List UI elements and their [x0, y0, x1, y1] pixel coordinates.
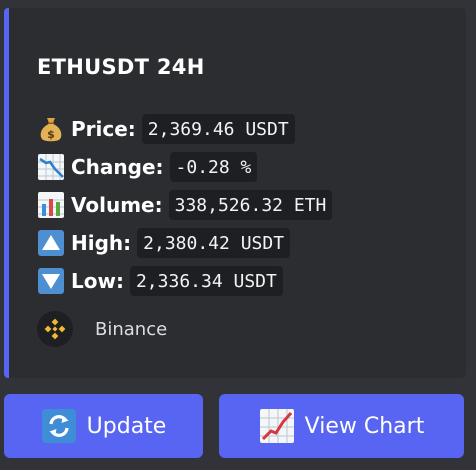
source-name: Binance: [95, 318, 168, 340]
embed-accent-bar: [4, 8, 9, 378]
volume-label: Volume:: [71, 193, 163, 217]
low-value: 2,336.34 USDT: [129, 266, 283, 296]
source-footer: Binance: [37, 311, 167, 347]
view-chart-button-label: View Chart: [304, 413, 425, 439]
embed-title: ETHUSDT 24H: [37, 55, 205, 79]
high-label: High:: [71, 231, 132, 255]
price-value: 2,369.46 USDT: [141, 114, 295, 144]
binance-logo-icon: [37, 311, 73, 347]
volume-row: Volume: 338,526.32 ETH: [35, 186, 333, 224]
refresh-icon: [41, 408, 77, 444]
high-value: 2,380.42 USDT: [137, 228, 291, 258]
low-label: Low:: [71, 269, 124, 293]
up-arrow-icon: [35, 227, 67, 259]
view-chart-button[interactable]: View Chart: [219, 394, 464, 458]
change-row: Change: -0.28 %: [35, 148, 332, 186]
bar-chart-icon: [35, 189, 67, 221]
low-row: Low: 2,336.34 USDT: [35, 262, 332, 300]
change-label: Change:: [71, 155, 164, 179]
chart-increasing-icon: [259, 408, 295, 444]
down-arrow-icon: [35, 265, 67, 297]
svg-text:$: $: [47, 128, 55, 141]
volume-value: 338,526.32 ETH: [168, 190, 333, 220]
high-row: High: 2,380.42 USDT: [35, 224, 332, 262]
price-row: $ Price: 2,369.46 USDT: [35, 110, 332, 148]
money-bag-icon: $: [35, 113, 67, 145]
update-button-label: Update: [86, 413, 167, 439]
update-button[interactable]: Update: [4, 394, 203, 458]
stats-list: $ Price: 2,369.46 USDT Change: -0.28 %: [35, 110, 333, 300]
price-embed: ETHUSDT 24H $ Price: 2,369.46 USDT: [4, 8, 466, 378]
change-value: -0.28 %: [169, 152, 258, 182]
chart-decreasing-icon: [35, 151, 67, 183]
price-label: Price:: [71, 117, 136, 141]
